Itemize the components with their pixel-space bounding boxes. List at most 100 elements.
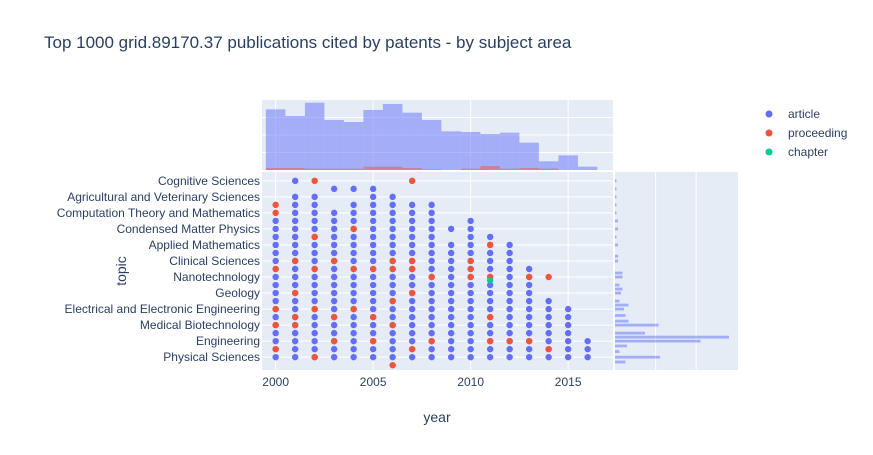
point-proceeding [409,258,415,264]
hist-x-bar-proceeding [266,168,286,170]
point-article [448,314,454,320]
point-article [370,194,376,200]
point-proceeding [545,274,551,280]
point-article [584,354,590,360]
point-article [272,314,278,320]
hist-x-bar-article [324,120,344,170]
legend-item-chapter[interactable]: chapter [766,145,829,159]
point-article [292,242,298,248]
legend[interactable]: article proceeding chapter [766,107,848,159]
point-article [506,258,512,264]
hist-x-bar-article [402,113,422,170]
point-article [448,290,454,296]
hist-y-bar-article [615,340,701,343]
point-article [448,274,454,280]
point-article [331,354,337,360]
point-article [389,290,395,296]
point-article [428,346,434,352]
point-article [331,234,337,240]
point-article [331,186,337,192]
legend-item-article[interactable]: article [766,107,821,121]
point-proceeding [467,266,473,272]
point-article [292,218,298,224]
point-article [331,274,337,280]
point-proceeding [526,274,532,280]
point-article [487,346,493,352]
y-tick-label: Engineering [196,334,260,348]
point-article [467,354,473,360]
point-article [389,194,395,200]
point-article [292,178,298,184]
hist-x-bar-article [363,110,383,170]
point-article [409,274,415,280]
point-article [311,274,317,280]
hist-y-bar-article [615,300,620,303]
point-proceeding [370,338,376,344]
hist-x-bar-article [500,133,520,170]
chart-title: Top 1000 grid.89170.37 publications cite… [44,33,571,53]
point-article [584,338,590,344]
point-proceeding [350,266,356,272]
hist-x-bar-article [578,167,598,170]
point-article [389,354,395,360]
point-article [292,274,298,280]
point-article [389,210,395,216]
point-article [370,290,376,296]
hist-x-bar-article [305,103,325,170]
hist-y-bar-article [615,272,623,275]
point-article [467,290,473,296]
point-article [526,314,532,320]
point-article [331,210,337,216]
hist-y-bar-article [615,187,617,190]
point-article [311,330,317,336]
point-proceeding [389,258,395,264]
legend-item-proceeding[interactable]: proceeding [766,126,848,140]
hist-x-bar-proceeding [402,168,422,170]
point-proceeding [389,362,395,368]
y-tick-label: Cognitive Sciences [158,174,260,188]
point-article [467,242,473,248]
point-proceeding [409,266,415,272]
point-article [506,354,512,360]
point-proceeding [272,202,278,208]
point-article [331,298,337,304]
point-proceeding [545,346,551,352]
point-article [409,202,415,208]
point-article [370,298,376,304]
point-proceeding [409,290,415,296]
point-article [272,218,278,224]
point-article [428,218,434,224]
point-article [565,330,571,336]
point-article [506,250,512,256]
point-article [311,314,317,320]
point-article [350,322,356,328]
point-article [370,242,376,248]
point-article [487,330,493,336]
x-tick-labels: 2000200520102015 [262,375,582,389]
x-tick-label: 2005 [360,375,387,389]
point-proceeding [292,258,298,264]
point-article [272,282,278,288]
point-article [506,330,512,336]
point-article [350,314,356,320]
point-article [487,266,493,272]
point-article [409,354,415,360]
point-article [448,306,454,312]
hist-y-bar-article [615,332,645,335]
point-article [272,354,278,360]
point-article [409,250,415,256]
point-article [272,338,278,344]
point-article [448,242,454,248]
point-article [565,354,571,360]
point-article [526,266,532,272]
point-article [292,202,298,208]
point-proceeding [409,346,415,352]
point-article [272,274,278,280]
point-chapter [487,277,493,283]
point-article [311,290,317,296]
point-article [272,258,278,264]
point-article [272,290,278,296]
x-tick-label: 2000 [262,375,289,389]
point-article [428,314,434,320]
